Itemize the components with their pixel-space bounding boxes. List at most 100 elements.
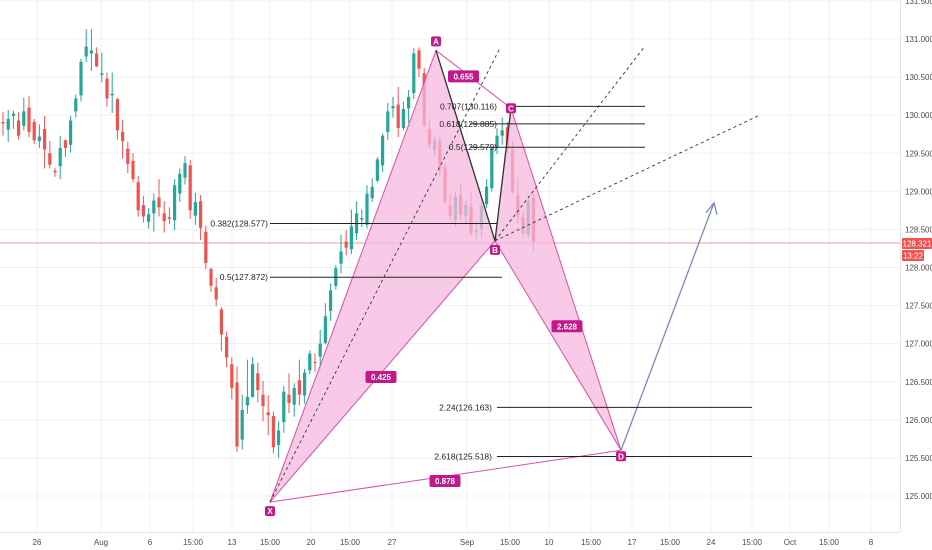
candle-body — [396, 104, 400, 129]
candle-body — [1, 122, 5, 124]
pattern-point-c[interactable]: C — [506, 103, 516, 114]
candle — [323, 303, 327, 345]
candle-body — [256, 373, 260, 391]
candle — [63, 139, 67, 158]
fib-level[interactable]: 0.5(129.579) — [449, 142, 645, 152]
time-axis[interactable]: 26 Aug 6 15:00 13 15:00 20 15:00 27 Sep 15:00 10 15:… — [33, 538, 874, 547]
candle — [308, 350, 312, 375]
candle-body — [292, 387, 296, 405]
candle-body — [308, 353, 312, 371]
candle — [105, 72, 109, 107]
candle-body — [79, 61, 83, 96]
time-tick-label: 6 — [148, 538, 153, 547]
candle — [277, 421, 281, 458]
candle-body — [199, 201, 203, 228]
ratio-value: 0.878 — [435, 477, 456, 486]
candle-body — [209, 269, 213, 286]
candle-body — [287, 394, 291, 404]
time-tick-label: 15:00 — [260, 538, 281, 547]
candle-body — [323, 316, 327, 343]
candle — [157, 179, 161, 217]
candle — [136, 176, 140, 217]
candle — [147, 208, 151, 229]
point-badge — [265, 506, 275, 517]
price-tick-label: 131.000 — [905, 35, 932, 44]
candle — [115, 97, 119, 140]
time-tick-label: 15:00 — [581, 538, 602, 547]
point-badge — [506, 103, 516, 114]
fib-level[interactable]: 0.707(130.116) — [440, 101, 645, 111]
price-axis[interactable]: 131.500 131.000 130.500 130.000 129.500 129.0… — [905, 0, 932, 501]
candle-body — [401, 109, 405, 129]
candle — [303, 368, 307, 404]
candle-body — [110, 93, 114, 96]
candle — [360, 209, 364, 228]
candle — [17, 112, 21, 140]
ratio-label[interactable]: 0.655 — [448, 70, 479, 83]
pattern-point-d[interactable]: D — [616, 451, 626, 462]
price-tick-label: 129.000 — [905, 187, 932, 196]
candle-body — [167, 217, 171, 219]
pattern-labels[interactable]: X A B C D 0.655 0.425 2.628 0.878 — [265, 36, 626, 517]
candle-body — [115, 99, 119, 131]
price-tick-label: 128.500 — [905, 225, 932, 234]
candle — [162, 201, 166, 233]
candle — [370, 178, 374, 202]
price-tag-box — [902, 238, 932, 249]
candle — [282, 386, 286, 433]
candle — [339, 234, 343, 274]
candle-body — [303, 372, 307, 396]
candle — [256, 362, 260, 403]
fib-level-label: 0.618(129.885) — [439, 119, 497, 129]
fib-level[interactable]: 0.618(129.885) — [439, 119, 645, 129]
candle — [261, 380, 265, 422]
price-tick-label: 129.500 — [905, 149, 932, 158]
candle — [204, 225, 208, 270]
candle-body — [147, 214, 151, 222]
candle-body — [105, 78, 109, 99]
ratio-badge — [551, 320, 583, 333]
candle-body — [365, 193, 369, 225]
fib-level[interactable]: 0.5(127.872) — [220, 272, 502, 282]
point-label: X — [267, 507, 273, 516]
candle — [266, 395, 270, 436]
ratio-value: 2.628 — [557, 322, 578, 331]
candle-body — [43, 128, 47, 150]
candle — [386, 102, 390, 141]
candle-body — [500, 130, 504, 136]
candle — [417, 47, 421, 78]
harmonic-pattern[interactable] — [269, 45, 761, 503]
candle-body — [48, 153, 52, 165]
candle — [297, 359, 301, 406]
pattern-point-b[interactable]: B — [490, 244, 500, 255]
fib-level[interactable]: 0.382(128.577) — [210, 219, 497, 229]
price-tag-value: 128.321 — [903, 240, 932, 249]
ratio-label[interactable]: 2.628 — [551, 320, 583, 333]
price-tick-label: 127.000 — [905, 340, 932, 349]
candle — [199, 195, 203, 241]
ratio-badge — [365, 371, 397, 383]
point-label: A — [433, 37, 439, 46]
candle — [219, 307, 223, 352]
time-tick-label: 24 — [707, 538, 716, 547]
price-tick-label: 126.000 — [905, 416, 932, 425]
candle — [48, 141, 52, 169]
candle — [1, 112, 5, 136]
candle — [329, 283, 333, 321]
time-tick-label: 26 — [33, 538, 42, 547]
pattern-point-x[interactable]: X — [265, 506, 275, 517]
ratio-label[interactable]: 0.878 — [429, 475, 461, 487]
ratio-label[interactable]: 0.425 — [365, 371, 397, 383]
candle — [89, 29, 93, 71]
fib-level-label: 2.618(125.518) — [434, 452, 492, 462]
candle-body — [37, 136, 41, 142]
fib-level[interactable]: 2.24(126.163) — [439, 402, 752, 412]
candle — [313, 353, 317, 372]
candle — [318, 329, 322, 370]
time-tick-label: 20 — [307, 538, 316, 547]
pattern-point-a[interactable]: A — [431, 36, 441, 47]
candle-body — [412, 53, 416, 94]
candle — [188, 160, 192, 219]
candle-body — [277, 430, 281, 445]
